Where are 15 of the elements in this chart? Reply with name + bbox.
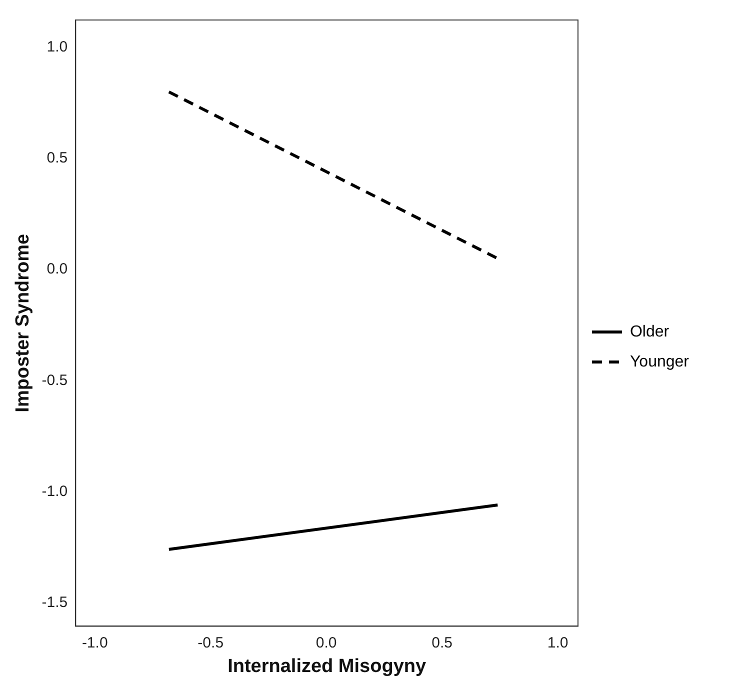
x-tick-label: 0.5	[432, 634, 453, 652]
legend-label: Older	[630, 323, 670, 340]
y-tick-label: -0.5	[42, 372, 68, 389]
y-tick-label: 1.0	[46, 38, 68, 56]
y-tick-label: -1.0	[42, 482, 68, 500]
x-tick-label: 0.0	[316, 634, 337, 652]
y-tick-label: -1.5	[42, 594, 68, 611]
x-tick-label: 1.0	[547, 634, 568, 652]
x-tick-label: -0.5	[198, 634, 224, 652]
y-tick-label: 0.5	[46, 150, 68, 167]
x-axis-title: Internalized Misogyny	[228, 656, 426, 677]
y-axis-title: Imposter Syndrome	[12, 234, 34, 412]
y-tick-label: 0.0	[46, 260, 68, 278]
x-tick-label: -1.0	[82, 634, 108, 652]
legend-label: Younger	[630, 353, 690, 370]
